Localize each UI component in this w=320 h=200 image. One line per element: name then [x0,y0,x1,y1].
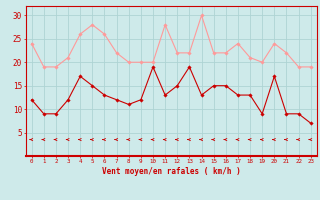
X-axis label: Vent moyen/en rafales ( km/h ): Vent moyen/en rafales ( km/h ) [102,167,241,176]
